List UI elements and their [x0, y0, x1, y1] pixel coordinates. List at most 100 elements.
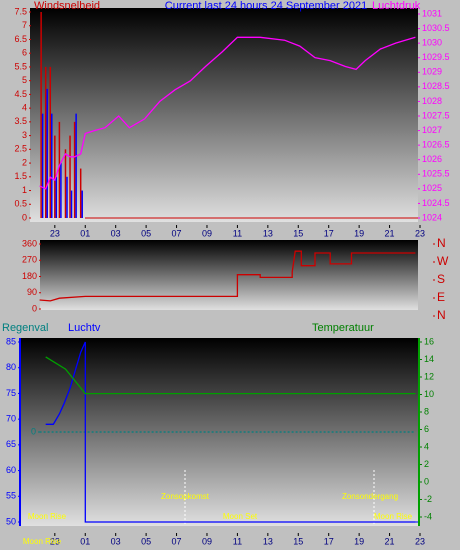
pressure-label: Luchtdruk: [372, 0, 421, 12]
x-tick-label: 13: [263, 228, 273, 238]
plot-area-direction: [40, 240, 418, 310]
y2-tick-label: 10: [424, 389, 434, 399]
annotation: Moon Set: [223, 512, 258, 521]
y2-tick-label: 4: [424, 441, 429, 451]
y2-tick-label: 1025.5: [422, 169, 450, 179]
x-tick-label: 19: [354, 228, 364, 238]
y2-tick-label: 1028: [422, 96, 442, 106]
y2-tick-label: W: [437, 254, 449, 268]
y2-tick-label: 14: [424, 354, 434, 364]
x-tick-label: 23: [415, 536, 425, 546]
x-tick-label: 23: [50, 228, 60, 238]
y2-tick-label: 1029: [422, 67, 442, 77]
y2-tick-label: 1030.5: [422, 23, 450, 33]
y2-tick-label: N: [437, 308, 446, 322]
y-tick-label: 2.5: [14, 144, 27, 154]
y-tick-label: 2: [22, 157, 27, 167]
y2-tick-label: 1025: [422, 183, 442, 193]
y2-tick-label: 1024: [422, 212, 442, 222]
y-tick-label: 85: [6, 336, 16, 346]
x-tick-label: 07: [172, 228, 182, 238]
x-tick-label: 13: [263, 536, 273, 546]
y-tick-label: 180: [22, 271, 37, 281]
y2-tick-label: 6: [424, 424, 429, 434]
y-tick-label: 50: [6, 516, 16, 526]
y-tick-label: 6: [22, 48, 27, 58]
y2-tick-label: 16: [424, 336, 434, 346]
annotation: Zonsondergang: [342, 492, 398, 501]
y-tick-label: 7.5: [14, 6, 27, 16]
x-tick-label: 11: [233, 228, 242, 238]
series-line: [45, 356, 416, 395]
y2-tick-label: 1026.5: [422, 140, 450, 150]
x-tick-label: 01: [80, 536, 90, 546]
x-tick-label: 15: [293, 536, 303, 546]
y2-tick-label: 1026: [422, 154, 442, 164]
y-tick-label: 4.5: [14, 89, 27, 99]
x-tick-label: 01: [80, 228, 90, 238]
y-tick-label: 360: [22, 238, 37, 248]
y-tick-label: 6.5: [14, 34, 27, 44]
y2-tick-label: 1027.5: [422, 110, 450, 120]
x-tick-label: 03: [111, 536, 121, 546]
y2-tick-label: 1030: [422, 38, 442, 48]
y-tick-label: 0.5: [14, 199, 27, 209]
annotation: Moon Rise: [374, 512, 413, 521]
plot-area-wind: [30, 8, 418, 222]
y2-tick-label: 2: [424, 459, 429, 469]
y-tick-label: 0: [22, 212, 27, 222]
chart-title: Current last 24 hours 24 September 2021: [165, 0, 367, 12]
annotation: Moon Rise: [23, 537, 62, 546]
annotation: Moon Rise: [28, 512, 67, 521]
x-tick-label: 09: [202, 228, 212, 238]
x-tick-label: 09: [202, 536, 212, 546]
series-line: [39, 250, 416, 302]
x-tick-label: 17: [324, 228, 334, 238]
x-tick-label: 03: [111, 228, 121, 238]
y3-tick-label: 0: [31, 426, 36, 436]
x-tick-label: 19: [354, 536, 364, 546]
x-tick-label: 07: [172, 536, 182, 546]
y2-tick-label: 0: [424, 476, 429, 486]
rain-label: Regenval: [2, 322, 48, 334]
x-tick-label: 05: [141, 536, 151, 546]
y2-tick-label: 1027: [422, 125, 442, 135]
y-tick-label: 3: [22, 130, 27, 140]
temperature-label: Temperatuur: [312, 322, 374, 334]
y-tick-label: 75: [6, 388, 16, 398]
y-tick-label: 60: [6, 465, 16, 475]
y2-tick-label: 1031: [422, 8, 442, 18]
y-tick-label: 4: [22, 103, 27, 113]
humidity-label: Luchtv: [68, 322, 101, 334]
y-tick-label: 55: [6, 491, 16, 501]
x-tick-label: 17: [324, 536, 334, 546]
y-tick-label: 3.5: [14, 116, 27, 126]
y2-tick-label: 1029.5: [422, 52, 450, 62]
x-tick-label: 21: [385, 536, 395, 546]
y2-tick-label: E: [437, 290, 445, 304]
y-tick-label: 7: [22, 20, 27, 30]
y-tick-label: 65: [6, 439, 16, 449]
y2-tick-label: S: [437, 272, 445, 286]
x-tick-label: 11: [233, 536, 242, 546]
x-tick-label: 21: [385, 228, 395, 238]
y2-tick-label: -2: [424, 494, 432, 504]
y-tick-label: 90: [27, 287, 37, 297]
y2-tick-label: 1028.5: [422, 81, 450, 91]
x-tick-label: 23: [50, 536, 60, 546]
y2-tick-label: 8: [424, 406, 429, 416]
y-tick-label: 270: [22, 255, 37, 265]
y2-tick-label: -4: [424, 511, 432, 521]
x-tick-label: 05: [141, 228, 151, 238]
annotation: Zonsopkomst: [161, 492, 210, 501]
y-tick-label: 5: [22, 75, 27, 85]
y-tick-label: 1: [22, 185, 27, 195]
series-line: [39, 36, 416, 190]
y-tick-label: 1.5: [14, 171, 27, 181]
y-tick-label: 70: [6, 414, 16, 424]
x-tick-label: 23: [415, 228, 425, 238]
y-tick-label: 0: [32, 303, 37, 313]
y-tick-label: 5.5: [14, 61, 27, 71]
y-tick-label: 80: [6, 362, 16, 372]
